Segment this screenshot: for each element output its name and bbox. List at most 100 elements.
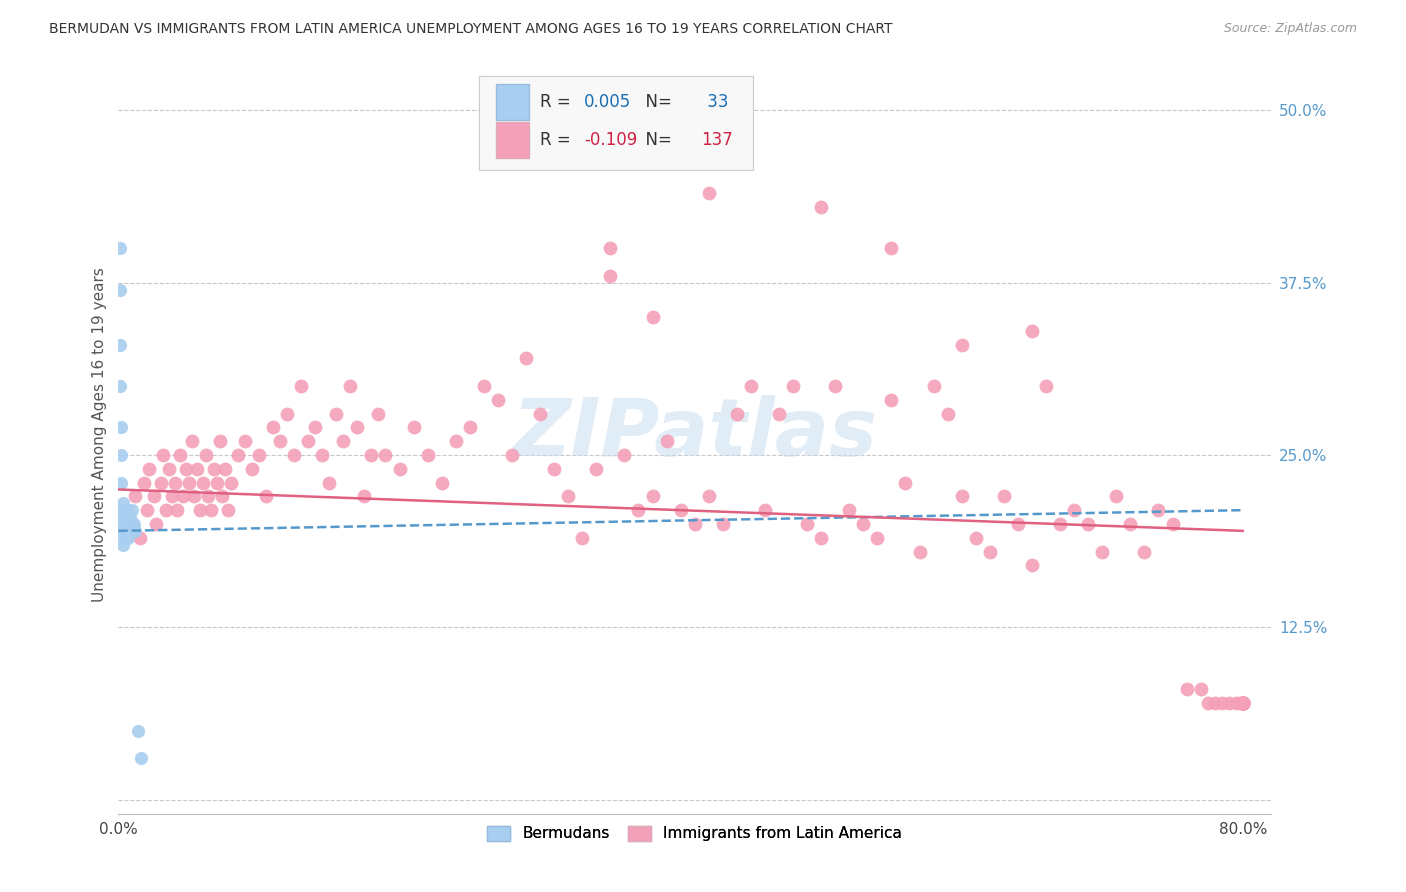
Point	[214, 462, 236, 476]
Point	[166, 503, 188, 517]
Point	[824, 379, 846, 393]
Point	[936, 407, 959, 421]
Point	[571, 531, 593, 545]
Point	[1225, 696, 1247, 710]
Point	[174, 462, 197, 476]
Point	[208, 434, 231, 449]
Point	[128, 531, 150, 545]
Point	[262, 420, 284, 434]
Point	[169, 448, 191, 462]
Text: 0.005: 0.005	[583, 93, 631, 112]
Point	[810, 200, 832, 214]
Point	[186, 462, 208, 476]
Point	[444, 434, 467, 449]
Point	[810, 531, 832, 545]
Text: 137: 137	[702, 131, 734, 149]
Point	[965, 531, 987, 545]
Point	[157, 462, 180, 476]
Point	[297, 434, 319, 449]
Point	[240, 462, 263, 476]
Point	[1007, 516, 1029, 531]
Point	[683, 516, 706, 531]
Point	[226, 448, 249, 462]
Point	[115, 531, 138, 545]
Point	[111, 538, 134, 552]
Point	[194, 448, 217, 462]
Point	[1232, 696, 1254, 710]
Point	[416, 448, 439, 462]
Point	[155, 503, 177, 517]
Point	[114, 503, 136, 517]
Point	[1091, 544, 1114, 558]
Point	[1133, 544, 1156, 558]
Point	[121, 516, 143, 531]
Point	[115, 516, 138, 531]
Point	[993, 489, 1015, 503]
Point	[1232, 696, 1254, 710]
Point	[283, 448, 305, 462]
Point	[1232, 696, 1254, 710]
Point	[782, 379, 804, 393]
Point	[108, 379, 131, 393]
Point	[172, 489, 194, 503]
Point	[108, 241, 131, 255]
Point	[472, 379, 495, 393]
Point	[1232, 696, 1254, 710]
Point	[1197, 696, 1219, 710]
Point	[114, 510, 136, 524]
Point	[669, 503, 692, 517]
Point	[353, 489, 375, 503]
Point	[402, 420, 425, 434]
Point	[188, 503, 211, 517]
Point	[1232, 696, 1254, 710]
Point	[110, 503, 132, 517]
Point	[1232, 696, 1254, 710]
Point	[1161, 516, 1184, 531]
Point	[276, 407, 298, 421]
Point	[339, 379, 361, 393]
Point	[838, 503, 860, 517]
Point	[247, 448, 270, 462]
Point	[1021, 324, 1043, 338]
Point	[866, 531, 889, 545]
Point	[697, 186, 720, 200]
Point	[152, 448, 174, 462]
Point	[880, 392, 903, 407]
Point	[254, 489, 277, 503]
Point	[127, 723, 149, 738]
Point	[880, 241, 903, 255]
Text: Source: ZipAtlas.com: Source: ZipAtlas.com	[1223, 22, 1357, 36]
Point	[290, 379, 312, 393]
Point	[121, 524, 143, 538]
Point	[325, 407, 347, 421]
Point	[124, 524, 146, 538]
Point	[117, 516, 139, 531]
Point	[197, 489, 219, 503]
Point	[110, 516, 132, 531]
Point	[1232, 696, 1254, 710]
Point	[111, 510, 134, 524]
Text: ZIPatlas: ZIPatlas	[512, 395, 877, 474]
Point	[1049, 516, 1071, 531]
Point	[1218, 696, 1240, 710]
Text: R =: R =	[540, 131, 576, 149]
Point	[613, 448, 636, 462]
Point	[115, 503, 138, 517]
Point	[118, 524, 141, 538]
Point	[114, 531, 136, 545]
Point	[1232, 696, 1254, 710]
Point	[1232, 696, 1254, 710]
Point	[950, 337, 973, 351]
Point	[1232, 696, 1254, 710]
Point	[1021, 558, 1043, 573]
Point	[768, 407, 790, 421]
Point	[149, 475, 172, 490]
Point	[458, 420, 481, 434]
Point	[543, 462, 565, 476]
Point	[430, 475, 453, 490]
Point	[118, 510, 141, 524]
Point	[950, 489, 973, 503]
Point	[160, 489, 183, 503]
Point	[145, 516, 167, 531]
Point	[725, 407, 748, 421]
